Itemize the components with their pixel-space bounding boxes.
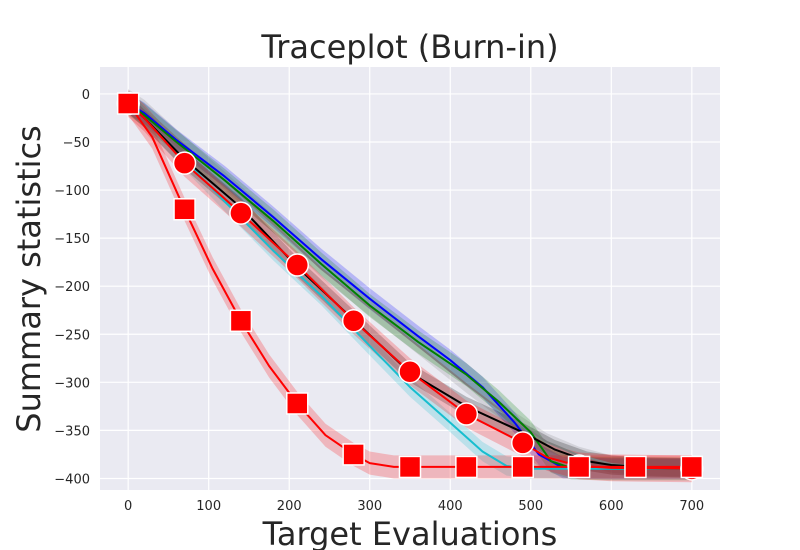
series-5-point <box>454 402 479 426</box>
x-tick-label: 0 <box>124 499 132 514</box>
series-markers <box>116 91 704 481</box>
y-tick-labels: 0 −50 −100 −150 −200 −250 −300 −350 −400 <box>54 88 90 488</box>
series-6-point <box>398 455 422 479</box>
series-6-point <box>286 392 309 415</box>
y-tick-label: −150 <box>54 232 90 247</box>
series-5-point <box>510 431 535 455</box>
y-tick-label: −400 <box>54 472 90 487</box>
y-tick-label: −250 <box>54 328 90 343</box>
plot-background <box>100 67 720 490</box>
y-tick-label: −200 <box>54 280 90 295</box>
x-tick-labels: 0 100 200 300 400 500 600 700 <box>124 499 704 514</box>
series-5-point <box>398 360 422 384</box>
y-tick-label: −100 <box>54 184 90 199</box>
series-6-point <box>511 455 534 479</box>
y-axis-label: Summary statistics <box>10 125 48 432</box>
series-6-point <box>173 198 196 221</box>
series-5-point <box>172 151 197 175</box>
y-tick-label: −300 <box>54 376 90 391</box>
series-5-point <box>341 309 366 333</box>
x-tick-label: 700 <box>679 499 704 514</box>
series-5-point <box>229 201 253 225</box>
series-6-point <box>624 455 647 479</box>
series-6-point <box>116 92 140 115</box>
y-tick-label: −350 <box>54 424 90 439</box>
y-tick-label: −50 <box>63 136 90 151</box>
x-tick-label: 100 <box>196 499 221 514</box>
series-6-point <box>455 455 478 479</box>
chart-title: Traceplot (Burn-in) <box>260 28 558 66</box>
x-tick-label: 600 <box>599 499 624 514</box>
x-axis-label: Target Evaluations <box>262 515 558 550</box>
x-tick-label: 500 <box>518 499 543 514</box>
series-6-point <box>567 455 591 479</box>
series-6-point <box>342 443 365 466</box>
series-6-point <box>229 309 253 333</box>
grid <box>100 67 720 490</box>
x-tick-label: 300 <box>357 499 382 514</box>
y-tick-label: 0 <box>82 88 90 103</box>
series-6-point <box>680 455 704 479</box>
x-tick-label: 200 <box>277 499 302 514</box>
series-5-point <box>285 253 310 277</box>
x-tick-label: 400 <box>438 499 463 514</box>
